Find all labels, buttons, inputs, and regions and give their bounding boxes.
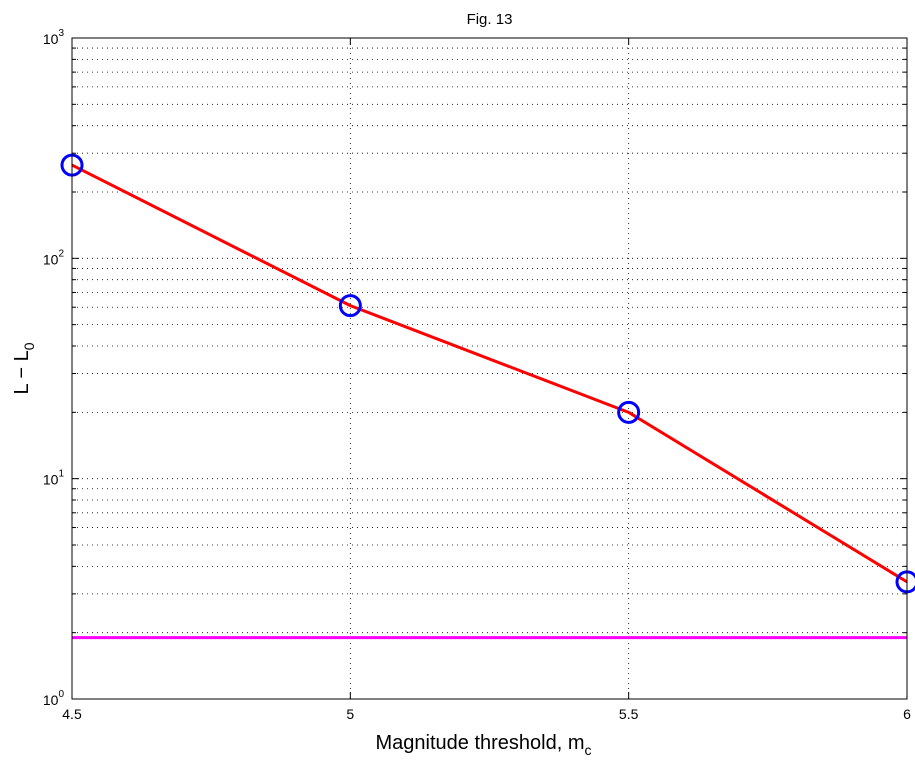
y-tick-label-base: 10 <box>43 251 59 267</box>
data-point-marker <box>617 400 641 424</box>
y-tick-label: 101 <box>43 469 65 488</box>
y-tick-label-exponent: 1 <box>58 469 64 480</box>
y-tick-label-base: 10 <box>43 472 59 488</box>
y-tick-label-base: 10 <box>43 692 59 708</box>
y-tick-label-exponent: 2 <box>58 248 64 259</box>
y-tick-label: 100 <box>43 689 65 708</box>
x-tick-label: 5 <box>346 706 354 722</box>
series-line <box>71 163 908 584</box>
grid-lines <box>72 38 907 699</box>
axis-ticks <box>71 38 908 700</box>
plot-area <box>72 38 907 699</box>
y-axis-title-subscript: 0 <box>21 342 37 350</box>
x-tick-label: 4.5 <box>62 706 82 722</box>
chart-title: Fig. 13 <box>467 11 513 28</box>
y-axis-title-main: L − L <box>11 350 33 394</box>
x-tick-label: 5.5 <box>619 706 639 722</box>
y-tick-label-exponent: 0 <box>58 689 64 700</box>
y-axis-title: L − L0 <box>11 342 37 394</box>
y-tick-label-base: 10 <box>43 31 59 47</box>
x-tick-label: 6 <box>903 706 911 722</box>
y-tick-label: 103 <box>43 28 65 47</box>
x-axis-title: Magnitude threshold, mc <box>375 732 591 758</box>
data-point-marker <box>338 294 362 318</box>
y-tick-label: 102 <box>43 248 65 267</box>
y-tick-label-exponent: 3 <box>58 28 64 39</box>
plot-frame <box>71 37 908 700</box>
x-axis-title-subscript: c <box>585 742 592 758</box>
x-axis-title-main: Magnitude threshold, m <box>375 732 584 754</box>
